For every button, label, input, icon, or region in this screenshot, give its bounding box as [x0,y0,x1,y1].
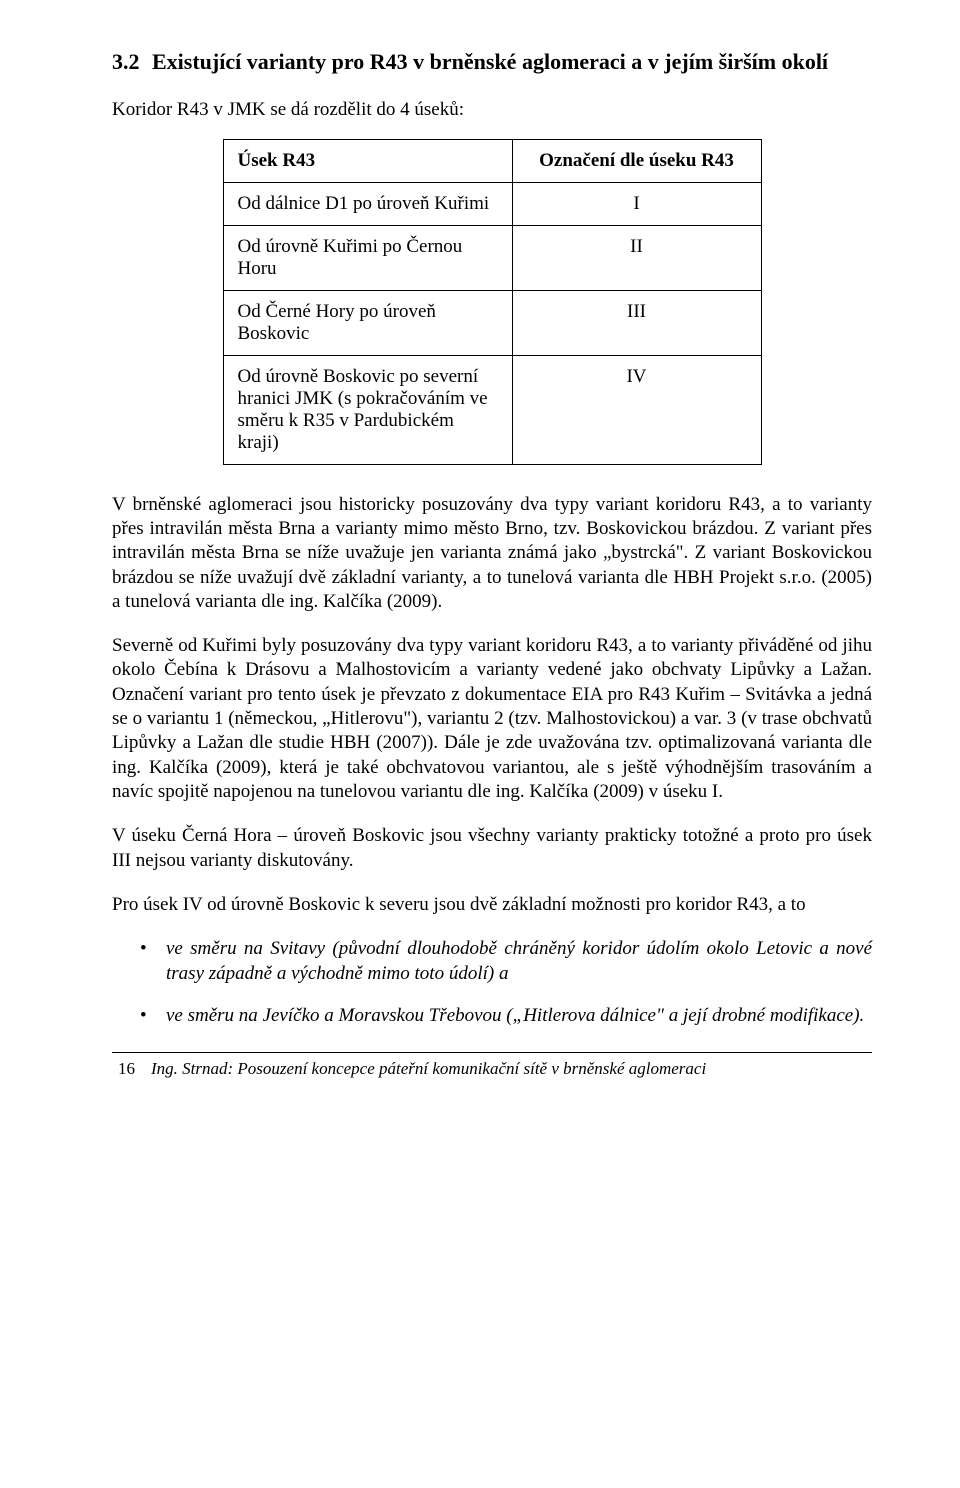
list-item: ve směru na Svitavy (původní dlouhodobě … [140,937,872,986]
section-number: 3.2 [112,48,152,77]
section-heading: 3.2 Existující varianty pro R43 v brněns… [112,48,872,77]
list-item: ve směru na Jevíčko a Moravskou Třebovou… [140,1004,872,1028]
table-row: Od úrovně Boskovic po severní hranici JM… [223,355,761,464]
section-title: Existující varianty pro R43 v brněnské a… [152,48,872,77]
table-cell-right: IV [512,355,761,464]
table-cell-right: II [512,225,761,290]
page-footer: 16 Ing. Strnad: Posouzení koncepce páteř… [112,1052,872,1081]
table-header-row: Úsek R43 Označení dle úseku R43 [223,139,761,182]
paragraph: Pro úsek IV od úrovně Boskovic k severu … [112,893,872,917]
table-header-right: Označení dle úseku R43 [512,139,761,182]
intro-text: Koridor R43 v JMK se dá rozdělit do 4 ús… [112,99,872,121]
document-page: 3.2 Existující varianty pro R43 v brněns… [0,0,960,1113]
table-row: Od úrovně Kuřimi po Černou Horu II [223,225,761,290]
table-cell-left: Od Černé Hory po úroveň Boskovic [223,290,512,355]
bullet-list: ve směru na Svitavy (původní dlouhodobě … [112,937,872,1028]
footer-text: Ing. Strnad: Posouzení koncepce páteřní … [151,1059,706,1079]
paragraph: V úseku Černá Hora – úroveň Boskovic jso… [112,824,872,873]
table-cell-right: III [512,290,761,355]
table-cell-left: Od úrovně Kuřimi po Černou Horu [223,225,512,290]
table-header-left: Úsek R43 [223,139,512,182]
table-cell-left: Od dálnice D1 po úroveň Kuřimi [223,182,512,225]
table-row: Od Černé Hory po úroveň Boskovic III [223,290,761,355]
usek-table: Úsek R43 Označení dle úseku R43 Od dálni… [223,139,762,465]
table-cell-left: Od úrovně Boskovic po severní hranici JM… [223,355,512,464]
page-number: 16 [112,1057,141,1081]
table-row: Od dálnice D1 po úroveň Kuřimi I [223,182,761,225]
paragraph: V brněnské aglomeraci jsou historicky po… [112,493,872,615]
table-cell-right: I [512,182,761,225]
paragraph: Severně od Kuřimi byly posuzovány dva ty… [112,634,872,804]
